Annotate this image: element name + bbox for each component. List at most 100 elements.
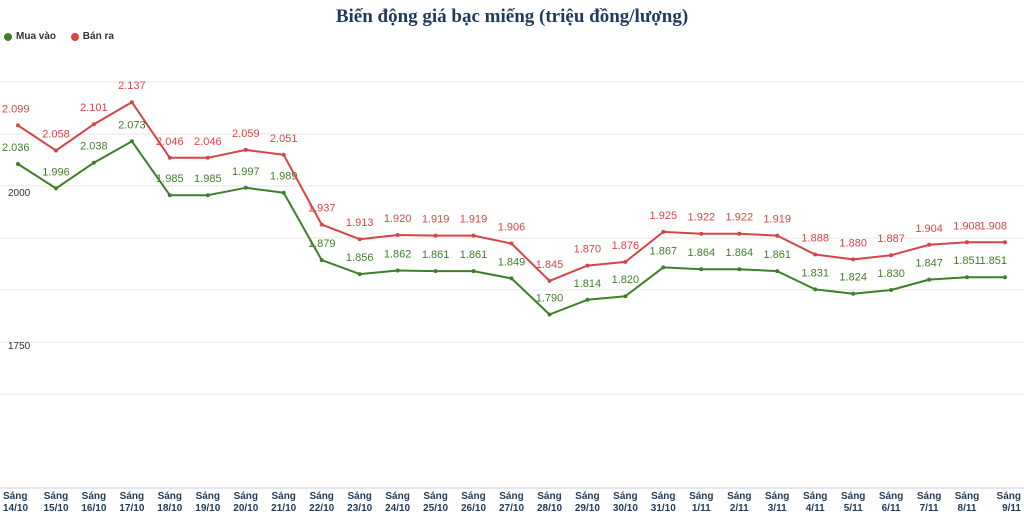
data-point-buy[interactable] <box>1003 275 1007 280</box>
legend-label-sell: Bán ra <box>82 31 114 42</box>
x-tick-label: Sáng 5/11 <box>841 491 865 514</box>
data-label-sell: 1.904 <box>915 223 943 235</box>
data-point-buy[interactable] <box>54 186 58 191</box>
data-point-sell[interactable] <box>851 257 856 262</box>
data-point-buy[interactable] <box>927 277 932 282</box>
data-point-sell[interactable] <box>281 152 286 157</box>
data-label-sell: 1.919 <box>460 214 488 226</box>
data-label-buy: 1.879 <box>308 238 336 250</box>
data-point-buy[interactable] <box>357 272 362 277</box>
x-tick-label-line1: Sáng <box>196 491 220 502</box>
legend-marker-buy <box>4 32 12 41</box>
data-label-sell: 2.099 <box>2 103 30 115</box>
data-point-buy[interactable] <box>167 193 172 198</box>
legend-item-buy[interactable]: Mua vào <box>4 31 56 42</box>
data-point-sell[interactable] <box>775 233 780 238</box>
data-label-sell: 1.937 <box>308 203 336 215</box>
x-tick-label: Sáng 21/10 <box>271 491 296 514</box>
data-point-buy[interactable] <box>965 275 969 280</box>
y-tick-label: 1750 <box>8 341 31 352</box>
x-tick-label-line1: Sáng <box>82 491 106 502</box>
x-tick-label-line1: Sáng <box>423 491 447 502</box>
data-point-buy[interactable] <box>623 294 628 299</box>
data-point-buy[interactable] <box>547 312 552 317</box>
data-point-buy[interactable] <box>129 139 134 144</box>
data-label-sell: 1.870 <box>574 244 602 256</box>
data-label-sell: 1.880 <box>839 237 867 249</box>
data-point-buy[interactable] <box>775 269 780 274</box>
data-point-sell[interactable] <box>889 253 894 258</box>
data-point-sell[interactable] <box>54 148 58 153</box>
data-point-buy[interactable] <box>661 265 666 270</box>
data-point-buy[interactable] <box>243 185 248 190</box>
x-tick-label: Sáng 27/10 <box>499 491 524 514</box>
data-point-sell[interactable] <box>433 233 438 238</box>
data-point-buy[interactable] <box>319 258 324 263</box>
data-point-sell[interactable] <box>1003 240 1007 245</box>
data-point-sell[interactable] <box>509 241 514 246</box>
data-point-sell[interactable] <box>395 233 400 237</box>
data-point-buy[interactable] <box>509 276 514 281</box>
x-tick-label-line1: Sáng <box>537 491 561 502</box>
data-point-buy[interactable] <box>851 291 856 296</box>
x-tick-label-line2: 21/10 <box>271 503 296 514</box>
data-point-sell[interactable] <box>16 123 20 128</box>
x-tick-label-line1: Sáng <box>385 491 409 502</box>
x-tick-label-line2: 4/11 <box>806 503 825 514</box>
data-point-buy[interactable] <box>889 288 894 292</box>
x-tick-label-line2: 5/11 <box>844 503 863 514</box>
data-point-sell[interactable] <box>129 100 134 105</box>
data-point-sell[interactable] <box>205 155 210 160</box>
x-tick-label-line2: 20/10 <box>233 503 258 514</box>
data-label-buy: 2.036 <box>2 142 30 154</box>
x-tick-label: Sáng 18/10 <box>157 491 182 514</box>
data-point-buy[interactable] <box>699 267 704 272</box>
data-point-buy[interactable] <box>16 162 20 166</box>
data-point-buy[interactable] <box>281 190 286 195</box>
x-tick-label-line2: 31/10 <box>651 503 676 514</box>
data-label-sell: 1.888 <box>801 233 829 245</box>
data-point-sell[interactable] <box>737 231 742 236</box>
data-point-buy[interactable] <box>91 160 96 165</box>
chart-title: Biến động giá bạc miếng (triệu đồng/lượn… <box>335 6 689 27</box>
data-point-sell[interactable] <box>357 237 362 242</box>
data-point-buy[interactable] <box>585 297 590 302</box>
x-tick-label: Sáng 1/11 <box>689 491 713 514</box>
x-tick-label: Sáng 26/10 <box>461 491 486 514</box>
data-point-sell[interactable] <box>167 155 172 160</box>
x-tick-label-line2: 27/10 <box>499 503 524 514</box>
x-tick-label: Sáng 14/10 <box>3 491 28 514</box>
legend-item-sell[interactable]: Bán ra <box>70 31 114 42</box>
data-point-sell[interactable] <box>699 231 704 236</box>
data-point-buy[interactable] <box>471 269 476 274</box>
data-point-sell[interactable] <box>471 233 476 238</box>
data-point-sell[interactable] <box>661 229 666 234</box>
data-point-buy[interactable] <box>395 268 400 273</box>
data-point-sell[interactable] <box>927 242 932 247</box>
data-point-buy[interactable] <box>205 193 210 198</box>
data-point-sell[interactable] <box>965 240 969 245</box>
data-point-buy[interactable] <box>813 287 818 292</box>
data-point-sell[interactable] <box>243 147 248 152</box>
data-point-sell[interactable] <box>585 263 590 268</box>
x-tick-label-line2: 19/10 <box>195 503 220 514</box>
data-point-sell[interactable] <box>319 222 324 227</box>
data-label-buy: 1.820 <box>612 274 640 286</box>
y-tick-label: 2000 <box>8 188 31 199</box>
data-label-sell: 2.101 <box>80 102 108 114</box>
data-point-sell[interactable] <box>91 122 96 127</box>
x-tick-label-line2: 6/11 <box>882 503 901 514</box>
data-point-sell[interactable] <box>623 259 628 264</box>
data-point-buy[interactable] <box>737 267 742 272</box>
data-label-sell: 1.845 <box>536 259 564 271</box>
data-point-sell[interactable] <box>813 252 818 257</box>
x-tick-label-line1: Sáng <box>955 491 979 502</box>
data-point-buy[interactable] <box>433 269 438 274</box>
x-tick-label-line1: Sáng <box>309 491 333 502</box>
data-label-buy: 1.864 <box>726 247 754 259</box>
x-tick-label: Sáng 7/11 <box>917 491 941 514</box>
data-point-sell[interactable] <box>547 278 552 283</box>
x-tick-label: Sáng 16/10 <box>81 491 106 514</box>
x-tick-label-line2: 18/10 <box>157 503 182 514</box>
